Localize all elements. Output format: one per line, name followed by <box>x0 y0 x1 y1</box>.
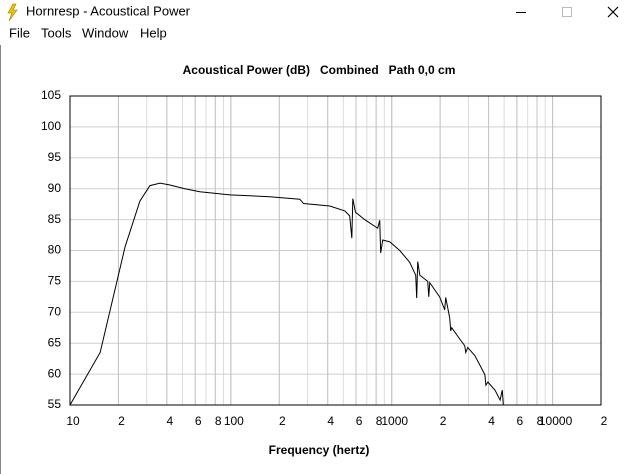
menu-item[interactable]: Tools <box>41 25 72 40</box>
x-tick-label: 100 <box>224 414 244 428</box>
x-tick-label: 2 <box>118 414 125 428</box>
data-line <box>69 182 504 406</box>
x-tick-label: 6 <box>356 414 363 428</box>
y-tick-label: 85 <box>48 212 62 226</box>
y-tick-label: 55 <box>48 397 62 411</box>
x-tick-label: 8 <box>376 414 383 428</box>
x-tick-label: 6 <box>195 414 202 428</box>
window-title: Hornresp - Acoustical Power <box>26 3 191 18</box>
plot-border <box>69 95 602 406</box>
x-tick-label: 8 <box>537 414 544 428</box>
x-tick-label: 2 <box>601 414 608 428</box>
app-icon <box>7 3 18 22</box>
menu-item[interactable]: Window <box>82 25 129 40</box>
plot <box>69 95 602 406</box>
close-button[interactable] <box>607 6 619 18</box>
x-tick-label: 2 <box>440 414 447 428</box>
x-tick-label: 10000 <box>539 414 573 428</box>
y-tick-label: 75 <box>48 274 62 288</box>
menu-item[interactable]: Help <box>140 25 167 40</box>
maximize-button[interactable] <box>562 7 572 17</box>
x-tick-label: 4 <box>167 414 174 428</box>
x-tick-label: 6 <box>517 414 524 428</box>
x-tick-label: 2 <box>279 414 286 428</box>
x-tick-label: 8 <box>215 414 222 428</box>
y-tick-label: 65 <box>48 335 62 349</box>
y-tick-label: 70 <box>48 304 62 318</box>
y-tick-label: 90 <box>48 181 62 195</box>
x-axis-label: Frequency (hertz) <box>269 443 370 457</box>
x-tick-label: 4 <box>327 414 334 428</box>
y-tick-label: 100 <box>41 119 61 133</box>
menu-item[interactable]: File <box>9 25 30 40</box>
x-tick-label: 10 <box>66 414 80 428</box>
x-tick-label: 4 <box>488 414 495 428</box>
y-tick-label: 60 <box>48 366 62 380</box>
x-tick-label: 1000 <box>381 414 408 428</box>
y-tick-label: 105 <box>41 88 61 102</box>
chart-title: Acoustical Power (dB) Combined Path 0,0 … <box>183 63 456 77</box>
y-tick-label: 80 <box>48 243 62 257</box>
y-tick-label: 95 <box>48 150 62 164</box>
